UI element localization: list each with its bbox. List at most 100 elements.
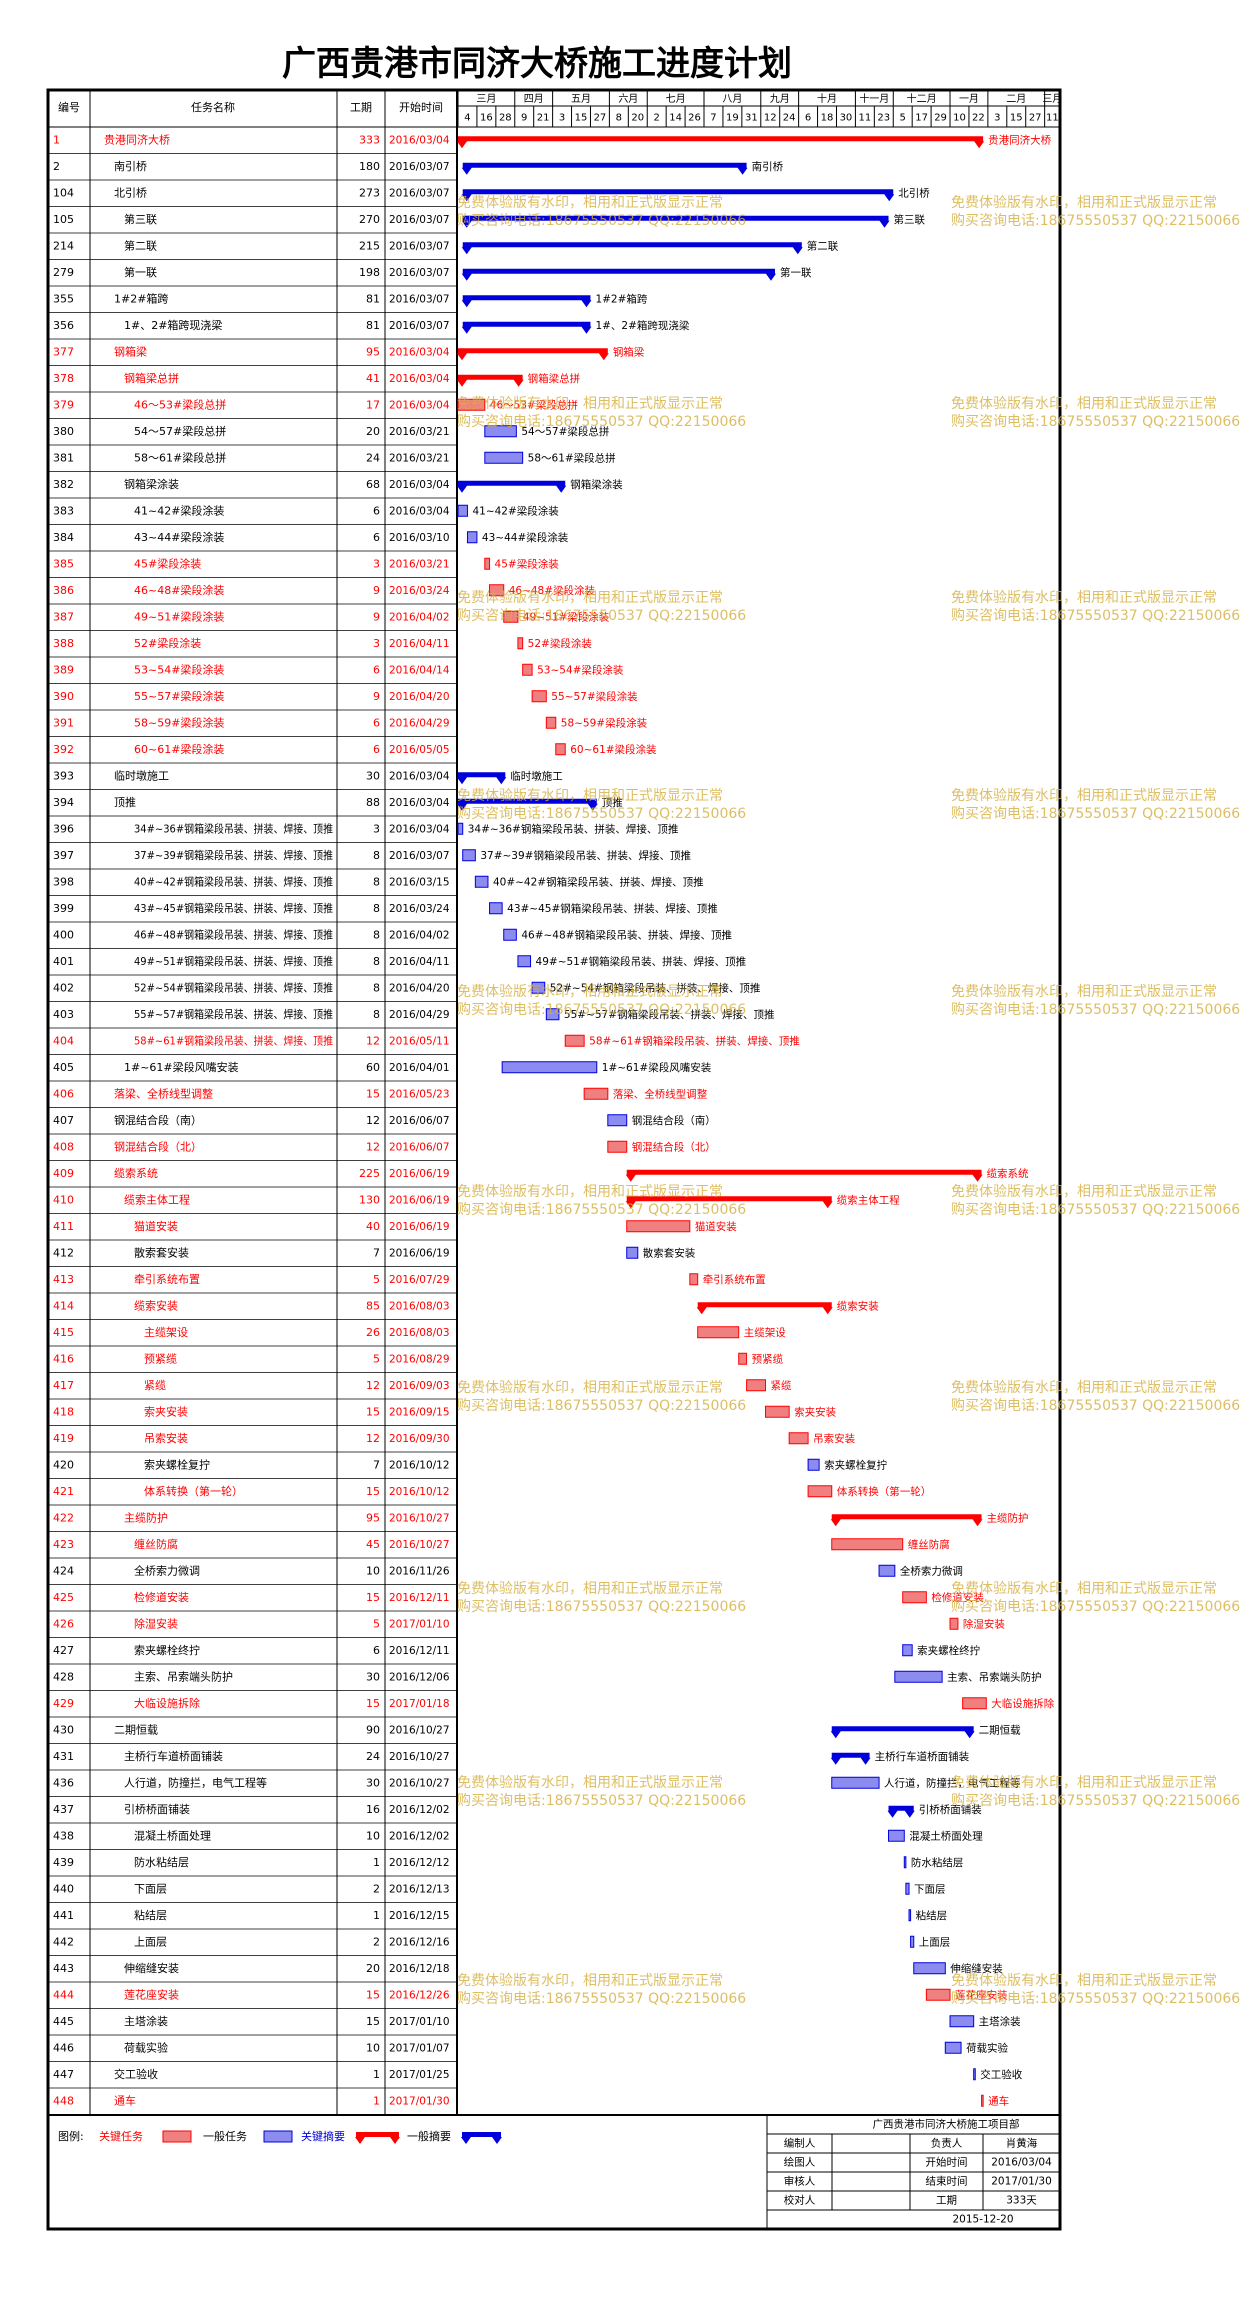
day-tick-label: 28: [499, 113, 512, 124]
task-id: 421: [53, 1485, 74, 1498]
task-duration: 95: [366, 1511, 380, 1524]
task-bar: [689, 1273, 699, 1286]
task-id: 355: [53, 292, 74, 305]
bar-label: 索夹螺栓终拧: [917, 1644, 980, 1657]
column-header: 编号: [58, 100, 80, 114]
task-duration: 45: [366, 1538, 380, 1551]
task-id: 428: [53, 1670, 74, 1683]
task-duration: 7: [373, 1246, 380, 1259]
task-name: 第一联: [124, 265, 157, 279]
month-label: 十二月: [907, 92, 937, 105]
task-name: 40#~42#钢箱梁段吊装、拼装、焊接、顶推: [134, 874, 333, 888]
task-name: 41~42#梁段涂装: [134, 503, 224, 517]
task-duration: 6: [373, 1644, 380, 1657]
task-id: 387: [53, 610, 74, 623]
task-duration: 3: [373, 557, 380, 570]
summary-bar: [696, 1302, 833, 1315]
task-id: 423: [53, 1538, 74, 1551]
task-name: 防水粘结层: [134, 1855, 189, 1869]
task-id: 104: [53, 186, 74, 199]
task-id: 427: [53, 1644, 74, 1657]
task-duration: 12: [366, 1034, 380, 1047]
task-duration: 10: [366, 2041, 380, 2054]
task-name: 钢混结合段（南）: [114, 1113, 202, 1127]
task-duration: 90: [366, 1723, 380, 1736]
task-name: 钢混结合段（北）: [114, 1139, 202, 1153]
task-bar: [905, 1882, 910, 1895]
task-start: 2016/05/11: [389, 1035, 450, 1047]
task-duration: 333: [359, 133, 380, 146]
day-tick-label: 20: [631, 113, 644, 124]
info-label: 审核人: [784, 2175, 816, 2188]
task-name: 粘结层: [134, 1908, 167, 1922]
task-id: 442: [53, 1935, 74, 1948]
task-name: 58#~61#钢箱梁段吊装、拼装、焊接、顶推: [134, 1033, 333, 1047]
watermark: 免费体验版有水印，相用和正式版显示正常: [951, 1184, 1217, 1200]
task-id: 392: [53, 743, 74, 756]
day-tick-label: 21: [537, 113, 550, 124]
task-bar: [888, 1829, 905, 1842]
task-id: 439: [53, 1856, 74, 1869]
bar-label: 混凝土桥面处理: [909, 1829, 983, 1842]
task-start: 2016/03/07: [389, 214, 450, 226]
task-name: 贵港同济大桥: [104, 132, 170, 146]
watermark: 购买咨询电话:18675550537 QQ:22150066: [457, 1991, 746, 2007]
summary-bar: [461, 295, 592, 308]
task-name: 60~61#梁段涂装: [134, 742, 224, 756]
task-bar: [474, 875, 489, 888]
bar-label: 第三联: [894, 213, 926, 226]
summary-bar: [457, 772, 507, 785]
task-duration: 15: [366, 1988, 380, 2001]
task-id: 441: [53, 1909, 74, 1922]
bar-label: 43#~45#钢箱梁段吊装、拼装、焊接、顶推: [507, 902, 718, 915]
task-name: 52#~54#钢箱梁段吊装、拼装、焊接、顶推: [134, 980, 333, 994]
task-id: 396: [53, 822, 74, 835]
column-header: 工期: [350, 101, 372, 114]
info-date: 2015-12-20: [952, 2214, 1013, 2226]
task-start: 2016/06/19: [389, 1168, 450, 1180]
watermark: 免费体验版有水印，相用和正式版显示正常: [457, 1775, 723, 1791]
task-start: 2016/12/02: [389, 1804, 450, 1816]
bar-label: 45#梁段涂装: [495, 557, 560, 570]
task-name: 索夹螺栓复拧: [144, 1457, 210, 1471]
task-id: 420: [53, 1458, 74, 1471]
bar-label: 临时墩施工: [510, 769, 563, 782]
bar-label: 上面层: [919, 1936, 951, 1948]
task-start: 2016/03/15: [389, 876, 450, 888]
task-id: 385: [53, 557, 74, 570]
task-bar: [949, 2015, 975, 2028]
day-tick-label: 30: [840, 113, 853, 124]
task-bar: [765, 1405, 790, 1418]
task-bar: [607, 1114, 628, 1127]
task-duration: 10: [366, 1564, 380, 1577]
bar-label: 粘结层: [916, 1909, 948, 1922]
task-id: 393: [53, 769, 74, 782]
task-name: 缆索主体工程: [124, 1192, 190, 1206]
task-duration: 5: [373, 1273, 380, 1286]
summary-bar: [461, 189, 895, 202]
month-label: 七月: [666, 93, 686, 105]
task-name: 钢箱梁涂装: [124, 477, 179, 491]
task-bar: [902, 1591, 927, 1604]
task-duration: 9: [373, 584, 380, 597]
task-duration: 24: [366, 1750, 380, 1763]
bar-label: 53~54#梁段涂装: [537, 663, 624, 676]
task-duration: 2: [373, 1882, 380, 1895]
task-duration: 8: [373, 981, 380, 994]
legend-label: 一般摘要: [407, 2129, 451, 2143]
task-start: 2016/04/02: [389, 611, 450, 623]
bar-label: 49#~51#钢箱梁段吊装、拼装、焊接、顶推: [536, 955, 747, 968]
task-start: 2016/04/02: [389, 929, 450, 941]
task-duration: 6: [373, 663, 380, 676]
task-duration: 215: [359, 239, 380, 252]
task-duration: 15: [366, 1591, 380, 1604]
task-start: 2016/03/07: [389, 320, 450, 332]
legend-label: 关键摘要: [301, 2129, 345, 2143]
task-id: 380: [53, 425, 74, 438]
task-start: 2016/03/24: [389, 903, 450, 915]
task-id: 418: [53, 1405, 74, 1418]
task-name: 主桥行车道桥面铺装: [124, 1749, 223, 1763]
task-duration: 15: [366, 2015, 380, 2028]
column-header: 开始时间: [399, 100, 443, 114]
